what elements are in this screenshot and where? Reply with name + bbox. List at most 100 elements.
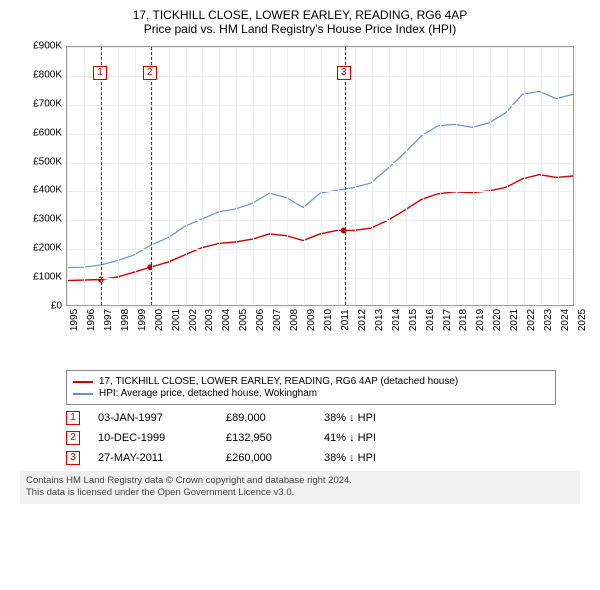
event-row: 1 03-JAN-1997 £89,000 38% ↓ HPI — [66, 411, 580, 425]
legend-label: HPI: Average price, detached house, Woki… — [99, 388, 317, 399]
chart-title: 17, TICKHILL CLOSE, LOWER EARLEY, READIN… — [10, 8, 590, 22]
x-tick-label: 1995 — [69, 309, 80, 331]
x-tick-label: 1997 — [103, 309, 114, 331]
gridline-v — [152, 47, 153, 305]
x-tick-label: 2012 — [357, 309, 368, 331]
legend-label: 17, TICKHILL CLOSE, LOWER EARLEY, READIN… — [99, 376, 458, 387]
x-tick-label: 2009 — [306, 309, 317, 331]
event-date: 27-MAY-2011 — [98, 452, 208, 464]
x-tick-label: 1996 — [86, 309, 97, 331]
events-table: 1 03-JAN-1997 £89,000 38% ↓ HPI 2 10-DEC-1999… — [66, 411, 580, 465]
gridline-v — [558, 47, 559, 305]
event-marker: 2 — [66, 431, 80, 445]
y-tick-label: £600K — [20, 127, 62, 138]
gridline-h — [67, 191, 573, 192]
x-tick-label: 2020 — [492, 309, 503, 331]
event-marker: 2 — [143, 66, 157, 80]
x-tick-label: 2025 — [577, 309, 588, 331]
gridline-v — [253, 47, 254, 305]
x-tick-label: 2016 — [425, 309, 436, 331]
x-tick-label: 2005 — [238, 309, 249, 331]
y-tick-label: £700K — [20, 98, 62, 109]
event-row: 210-DEC-1999£132,95041% ↓ HPI — [66, 431, 580, 445]
x-tick-label: 2006 — [255, 309, 266, 331]
gridline-v — [541, 47, 542, 305]
event-marker: 1 — [93, 66, 107, 80]
chart-subtitle: Price paid vs. HM Land Registry's House … — [10, 22, 590, 36]
gridline-v — [169, 47, 170, 305]
x-tick-label: 2017 — [442, 309, 453, 331]
x-tick-label: 2001 — [171, 309, 182, 331]
gridline-v — [372, 47, 373, 305]
gridline-v — [304, 47, 305, 305]
gridline-v — [84, 47, 85, 305]
gridline-v — [338, 47, 339, 305]
gridline-h — [67, 163, 573, 164]
x-tick-label: 1998 — [120, 309, 131, 331]
legend-row: HPI: Average price, detached house, Woki… — [73, 388, 549, 399]
gridline-h — [67, 105, 573, 106]
footer-attribution: Contains HM Land Registry data © Crown c… — [20, 471, 580, 504]
gridline-h — [67, 134, 573, 135]
gridline-v — [236, 47, 237, 305]
legend-swatch — [73, 393, 93, 395]
event-price: £89,000 — [226, 412, 306, 424]
event-delta: 41% ↓ HPI — [324, 432, 376, 444]
x-tick-label: 2015 — [408, 309, 419, 331]
gridline-v — [406, 47, 407, 305]
x-tick-label: 2004 — [221, 309, 232, 331]
y-tick-label: £300K — [20, 214, 62, 225]
event-vline — [101, 47, 102, 305]
x-tick-label: 2008 — [289, 309, 300, 331]
y-tick-label: £100K — [20, 272, 62, 283]
event-date: 03-JAN-1997 — [98, 412, 208, 424]
event-vline — [345, 47, 346, 305]
gridline-v — [67, 47, 68, 305]
event-price: £260,000 — [226, 452, 306, 464]
legend-row: 17, TICKHILL CLOSE, LOWER EARLEY, READIN… — [73, 376, 549, 387]
y-tick-label: £0 — [20, 301, 62, 312]
line-canvas — [67, 47, 573, 305]
x-tick-label: 2014 — [391, 309, 402, 331]
x-tick-label: 2024 — [560, 309, 571, 331]
gridline-v — [135, 47, 136, 305]
gridline-v — [440, 47, 441, 305]
gridline-v — [473, 47, 474, 305]
y-tick-label: £200K — [20, 243, 62, 254]
gridline-v — [490, 47, 491, 305]
x-tick-label: 2007 — [272, 309, 283, 331]
event-delta: 38% ↓ HPI — [324, 412, 376, 424]
event-marker: 3 — [337, 66, 351, 80]
gridline-h — [67, 307, 573, 308]
series-hpi — [67, 91, 573, 267]
gridline-v — [524, 47, 525, 305]
x-tick-label: 2003 — [204, 309, 215, 331]
gridline-v — [355, 47, 356, 305]
footer-line1: Contains HM Land Registry data © Crown c… — [26, 475, 574, 487]
legend: 17, TICKHILL CLOSE, LOWER EARLEY, READIN… — [66, 370, 556, 405]
event-delta: 38% ↓ HPI — [324, 452, 376, 464]
y-tick-label: £800K — [20, 69, 62, 80]
gridline-h — [67, 47, 573, 48]
x-tick-label: 2013 — [374, 309, 385, 331]
x-tick-label: 2022 — [526, 309, 537, 331]
legend-swatch — [73, 381, 93, 383]
gridline-v — [186, 47, 187, 305]
event-date: 10-DEC-1999 — [98, 432, 208, 444]
gridline-v — [456, 47, 457, 305]
gridline-v — [507, 47, 508, 305]
x-tick-label: 1999 — [137, 309, 148, 331]
gridline-v — [575, 47, 576, 305]
gridline-v — [118, 47, 119, 305]
x-tick-label: 2002 — [188, 309, 199, 331]
x-tick-label: 2021 — [509, 309, 520, 331]
gridline-h — [67, 278, 573, 279]
x-tick-label: 2019 — [475, 309, 486, 331]
y-tick-label: £400K — [20, 185, 62, 196]
event-vline — [151, 47, 152, 305]
event-row: 3 27-MAY-2011 £260,000 38% ↓ HPI — [66, 451, 580, 465]
gridline-v — [287, 47, 288, 305]
event-marker: 3 — [66, 451, 80, 465]
event-marker: 1 — [66, 411, 80, 425]
x-tick-label: 2010 — [323, 309, 334, 331]
